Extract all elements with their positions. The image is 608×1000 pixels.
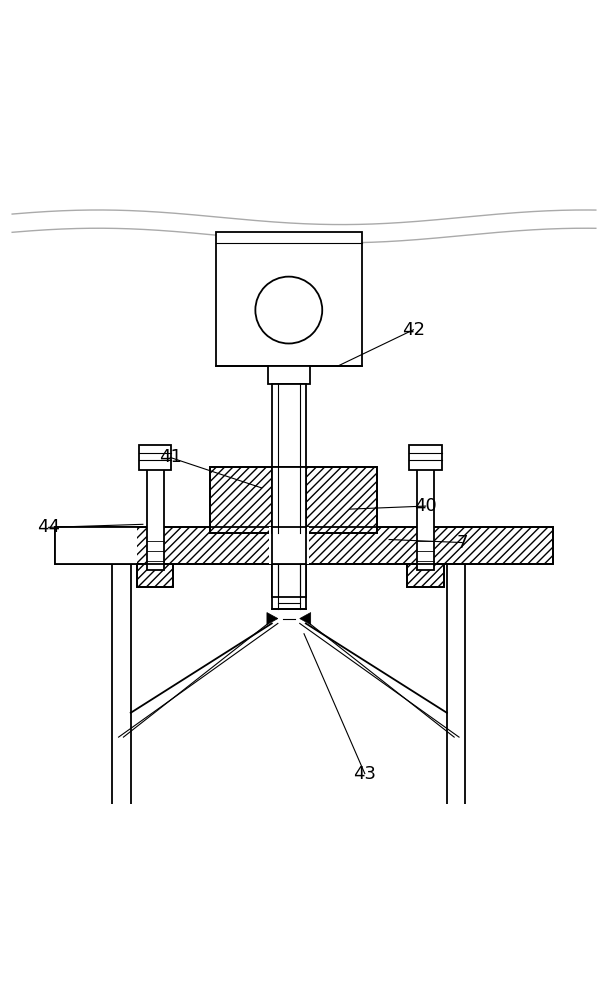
Polygon shape <box>267 613 278 625</box>
Bar <box>417 467 434 570</box>
Bar <box>269 527 309 564</box>
Bar <box>55 527 553 564</box>
Bar <box>272 467 306 533</box>
Ellipse shape <box>255 277 322 344</box>
Bar <box>55 527 553 564</box>
Bar <box>272 564 306 609</box>
Bar <box>268 366 310 384</box>
Bar <box>55 527 137 564</box>
Bar <box>112 564 131 804</box>
Text: 40: 40 <box>414 497 437 515</box>
Bar <box>306 467 377 533</box>
Bar <box>139 445 171 470</box>
Bar <box>147 467 164 570</box>
Bar <box>210 467 272 533</box>
Bar <box>447 564 465 804</box>
Text: 44: 44 <box>37 518 60 536</box>
Bar <box>210 467 377 533</box>
Bar <box>216 232 362 366</box>
Text: 43: 43 <box>353 765 376 783</box>
Bar <box>272 384 306 597</box>
Bar <box>137 564 173 587</box>
Bar <box>409 445 442 470</box>
Bar <box>272 527 306 564</box>
Text: 7: 7 <box>457 534 468 552</box>
Text: 41: 41 <box>159 448 182 466</box>
Polygon shape <box>300 613 311 625</box>
Bar <box>407 564 444 587</box>
Bar <box>407 564 444 587</box>
Bar <box>137 564 173 587</box>
Text: 42: 42 <box>402 321 425 339</box>
